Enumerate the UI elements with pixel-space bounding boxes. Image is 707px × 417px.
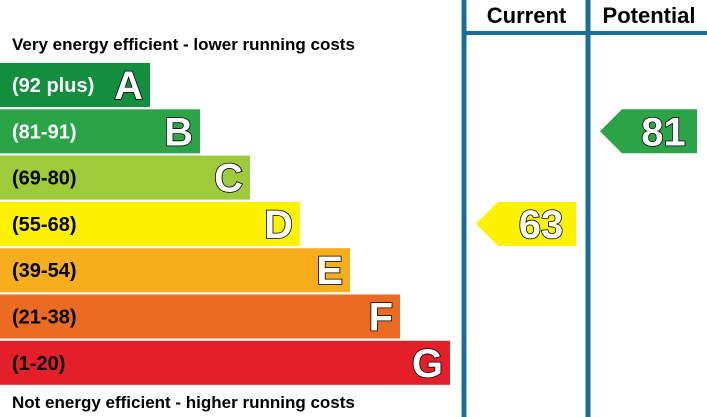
band-bar	[0, 63, 150, 107]
rating-columns: Current 63 Potential 81	[476, 3, 697, 248]
band-f: (21-38) F	[0, 294, 400, 340]
band-b: (81-91) B	[0, 109, 200, 155]
band-c: (69-80) C	[0, 155, 250, 201]
band-letter: C	[214, 157, 243, 201]
column-header: Current	[487, 3, 567, 28]
band-bar	[0, 248, 350, 293]
band-range-label: (1-20)	[12, 353, 65, 375]
band-bar	[0, 201, 300, 246]
band-letter: D	[264, 203, 293, 247]
band-letter: B	[164, 110, 193, 154]
band-range-label: (92 plus)	[12, 75, 94, 97]
bottom-caption: Not energy efficient - higher running co…	[12, 393, 355, 412]
top-caption: Very energy efficient - lower running co…	[12, 35, 355, 54]
band-bar	[0, 109, 200, 154]
band-range-label: (39-54)	[12, 260, 76, 282]
rating-arrow	[476, 201, 576, 246]
band-e: (39-54) E	[0, 248, 350, 294]
band-bar	[0, 294, 400, 339]
column-potential: Potential 81	[600, 3, 697, 155]
band-range-label: (81-91)	[12, 121, 76, 143]
band-bar	[0, 155, 250, 200]
band-letter: F	[369, 296, 393, 340]
column-grid	[461, 0, 707, 417]
rating-arrow	[600, 109, 697, 154]
band-g: (1-20) G	[0, 340, 450, 387]
band-range-label: (55-68)	[12, 214, 76, 236]
band-range-label: (21-38)	[12, 307, 76, 329]
rating-bands: (92 plus) A(81-91) B(69-80) C(55-68) D(39-54…	[0, 63, 450, 387]
rating-value: 81	[641, 110, 686, 154]
band-letter: G	[412, 342, 443, 386]
column-current: Current 63	[476, 3, 576, 248]
rating-value: 63	[519, 203, 564, 247]
band-a: (92 plus) A	[0, 63, 150, 109]
band-bar	[0, 340, 450, 385]
band-letter: A	[114, 64, 143, 108]
band-letter: E	[316, 249, 343, 293]
column-header: Potential	[603, 3, 696, 28]
band-range-label: (69-80)	[12, 168, 76, 190]
band-d: (55-68) D	[0, 201, 300, 248]
